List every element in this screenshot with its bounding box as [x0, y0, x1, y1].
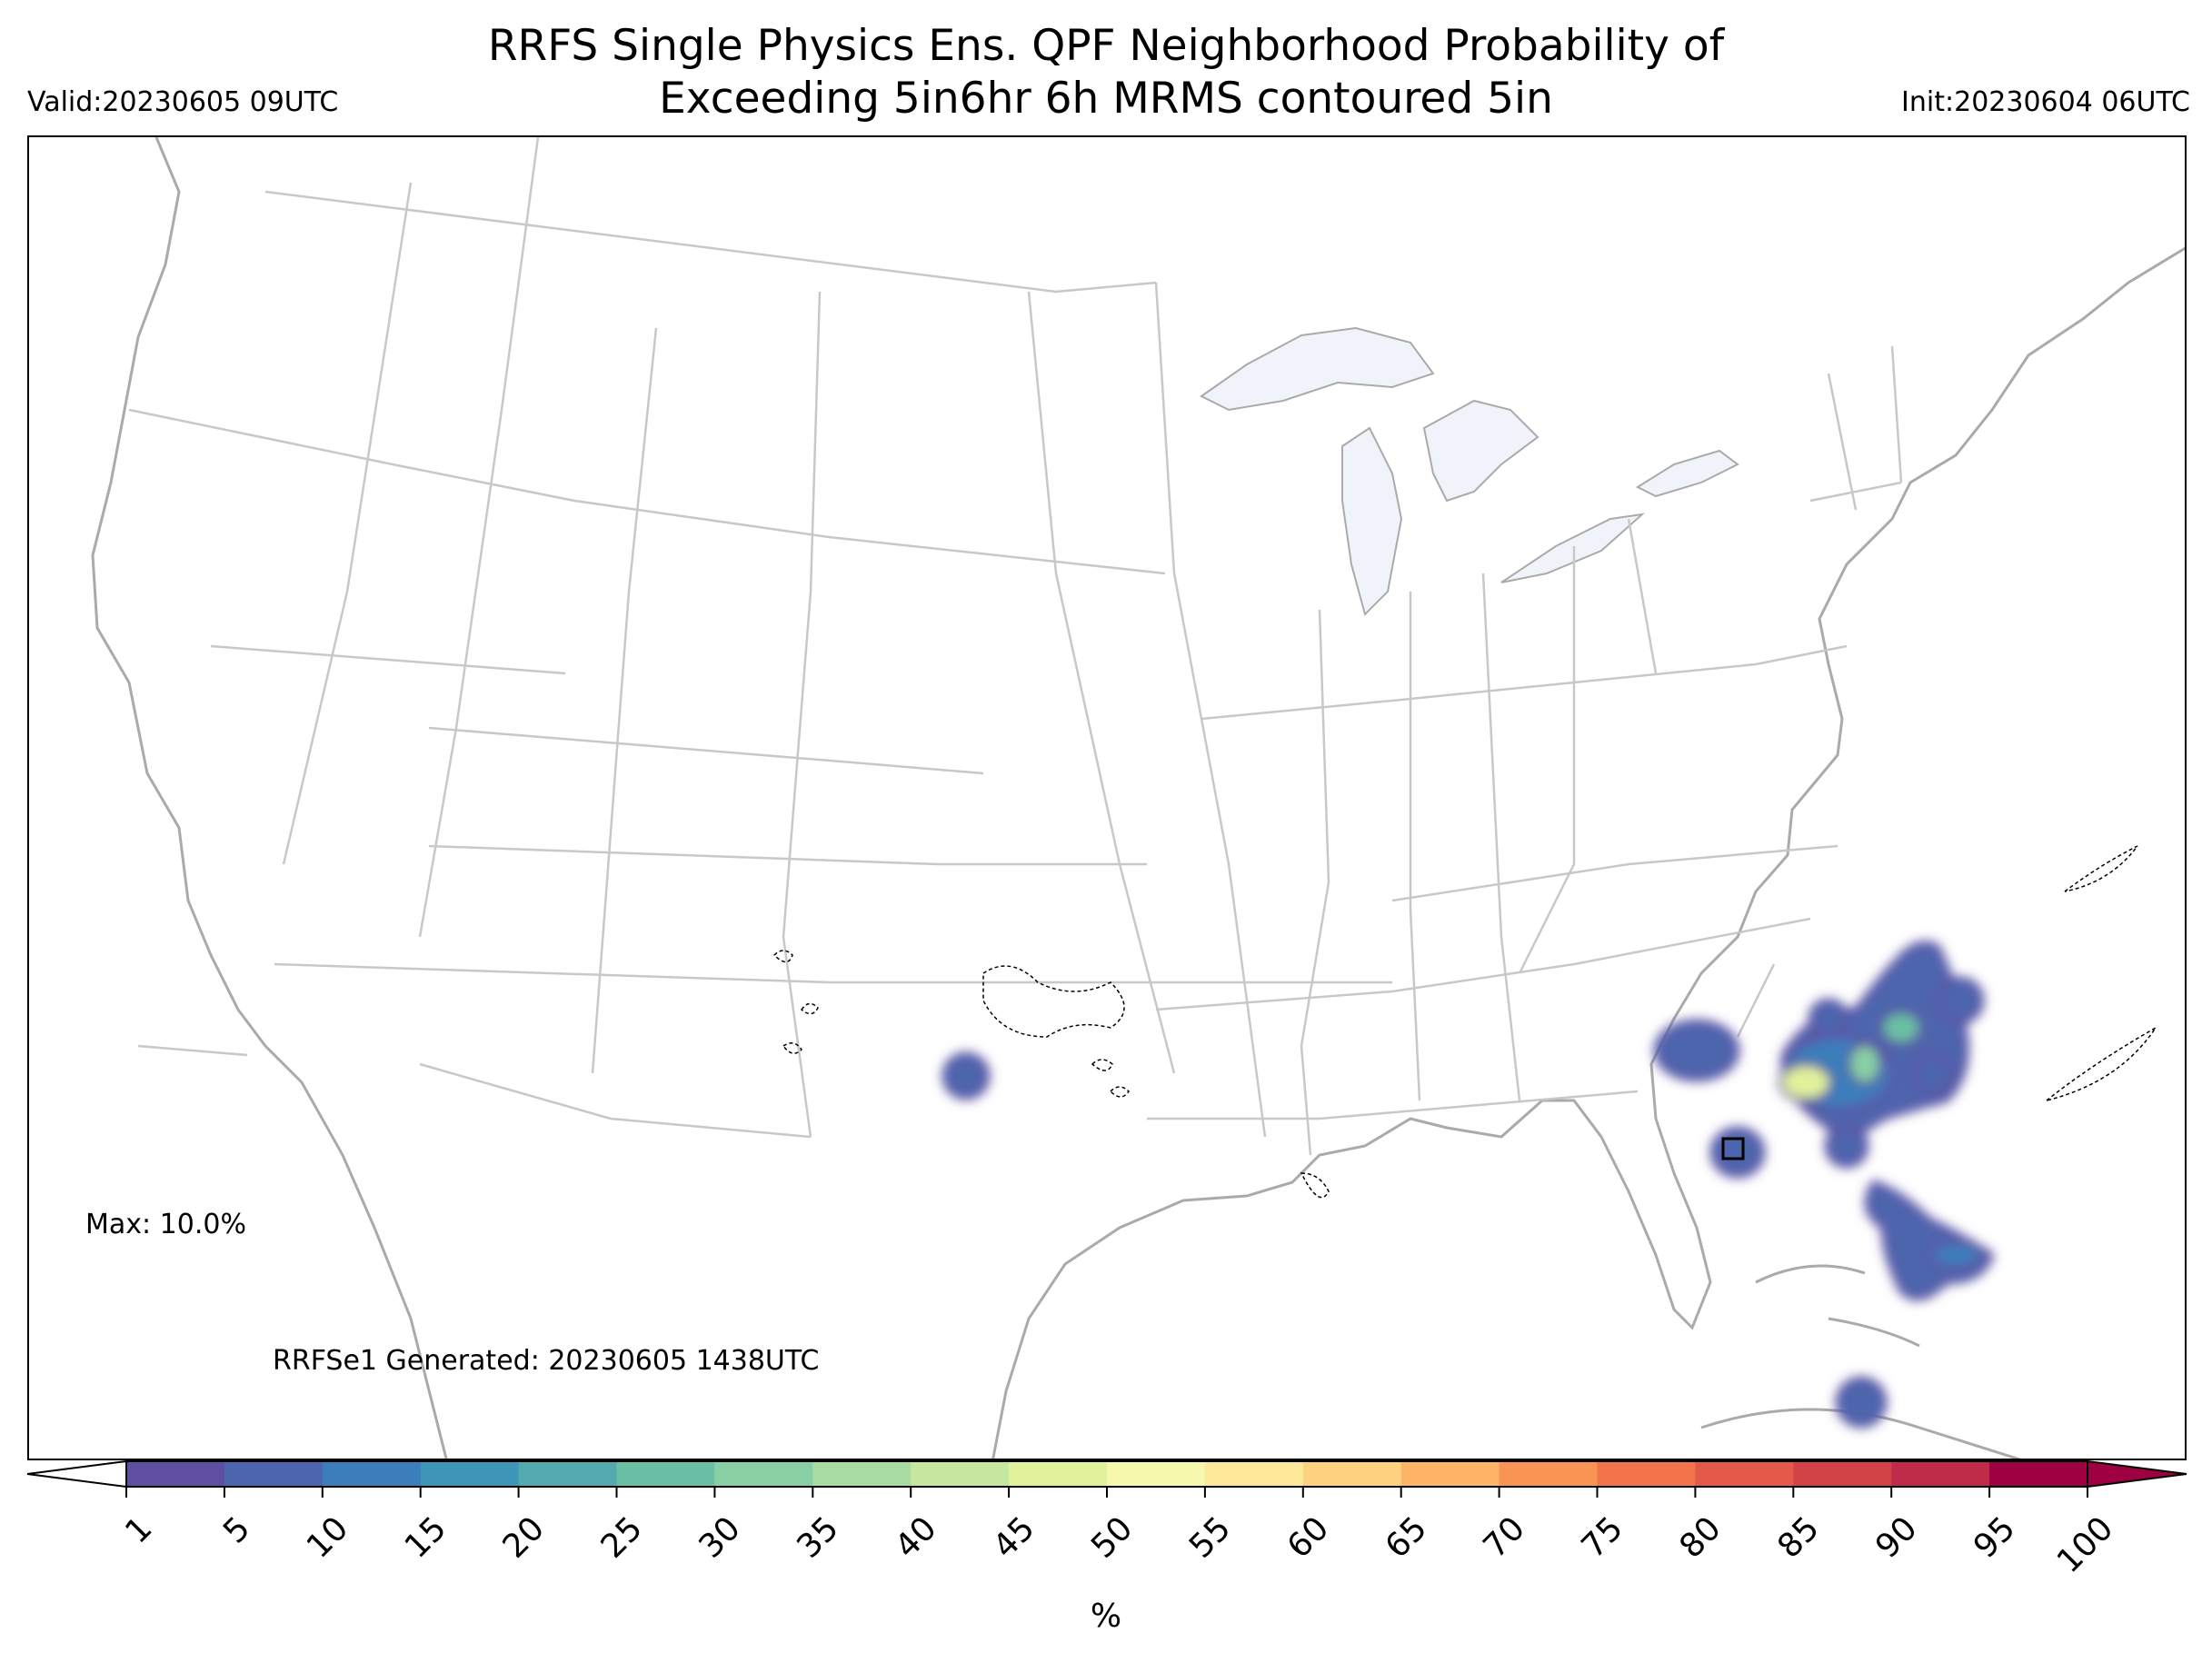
title-line-1: RRFS Single Physics Ens. QPF Neighborhoo… — [487, 21, 1725, 71]
colorbar-tick-label: 100 — [2050, 1509, 2121, 1580]
mrms-5in-contours — [772, 845, 2157, 1263]
colorbar-segment — [1597, 1461, 1696, 1487]
colorbar-segment — [616, 1461, 715, 1487]
prob-area-ga-coast — [1653, 1019, 1740, 1082]
colorbar-tick-label: 90 — [1868, 1509, 1924, 1565]
colorbar-segment — [812, 1461, 912, 1487]
prob-area-fl-coast — [1709, 1126, 1766, 1179]
max-label: Max: 10.0% — [85, 1209, 246, 1240]
colorbar-segment — [1400, 1461, 1500, 1487]
colorbar-unit: % — [1090, 1598, 1122, 1635]
map-title: RRFS Single Physics Ens. QPF Neighborhoo… — [0, 20, 2212, 125]
colorbar-segment — [518, 1461, 617, 1487]
colorbar-tick-label: 45 — [986, 1509, 1041, 1565]
colorbar-tick-label: 65 — [1379, 1509, 1434, 1565]
probability-areas — [942, 941, 1995, 1429]
highlight-box — [1721, 1137, 1745, 1160]
prob-area-texas — [942, 1051, 991, 1100]
colorbar-over-arrow — [2087, 1459, 2187, 1489]
lake-michigan — [1341, 426, 1403, 616]
prob-area-cuba — [1835, 1376, 1888, 1429]
colorbar-tick-label: 40 — [888, 1509, 943, 1565]
colorbar-segment — [126, 1461, 225, 1487]
colorbar-segment — [1695, 1461, 1794, 1487]
colorbar-segment — [420, 1461, 520, 1487]
colorbar-segment — [1204, 1461, 1304, 1487]
colorbar-tick-label: 95 — [1967, 1509, 2022, 1565]
colorbar-segment — [714, 1461, 813, 1487]
colorbar-tick-label: 70 — [1477, 1509, 1532, 1565]
great-lakes — [1200, 326, 1739, 616]
colorbar-under-arrow — [26, 1459, 127, 1489]
colorbar-tick-label: 30 — [692, 1509, 747, 1565]
colorbar-tick-label: 85 — [1770, 1509, 1826, 1565]
colorbar-tick-label: 80 — [1672, 1509, 1728, 1565]
colorbar-segment — [911, 1461, 1010, 1487]
lake-erie — [1500, 513, 1646, 583]
colorbar-tick-label: 1 — [118, 1509, 159, 1550]
colorbar-tick-label: 10 — [300, 1509, 355, 1565]
conus-map — [91, 137, 2185, 1459]
valid-time: Valid:20230605 09UTC — [27, 86, 339, 118]
colorbar-tick-label: 35 — [790, 1509, 845, 1565]
colorbar-segment — [1891, 1461, 1990, 1487]
colorbar-segment — [1989, 1461, 2088, 1487]
title-line-2: Exceeding 5in6hr 6h MRMS contoured 5in — [659, 74, 1553, 124]
colorbar-segment — [1499, 1461, 1598, 1487]
colorbar-tick-label: 20 — [496, 1509, 552, 1565]
lake-huron — [1422, 399, 1539, 503]
colorbar-tick-label: 60 — [1280, 1509, 1336, 1565]
state-borders — [128, 137, 1903, 1156]
colorbar-tick-label: 25 — [594, 1509, 650, 1565]
map-panel — [27, 135, 2187, 1460]
generated-label: RRFSe1 Generated: 20230605 1438UTC — [273, 1345, 820, 1377]
colorbar-segment — [1302, 1461, 1402, 1487]
colorbar-segment — [1009, 1461, 1108, 1487]
colorbar-tick-label: 55 — [1182, 1509, 1238, 1565]
lake-superior — [1200, 326, 1435, 412]
colorbar-tick-label: 75 — [1575, 1509, 1630, 1565]
colorbar-segment — [1107, 1461, 1206, 1487]
colorbar-segment — [322, 1461, 422, 1487]
init-time: Init:20230604 06UTC — [1901, 86, 2190, 118]
colorbar-segment — [224, 1461, 324, 1487]
colorbar-tick-label: 50 — [1084, 1509, 1140, 1565]
lake-ontario — [1635, 449, 1739, 498]
colorbar-segment — [1793, 1461, 1892, 1487]
colorbar-tick-label: 15 — [398, 1509, 453, 1565]
colorbar-tick-label: 5 — [216, 1509, 257, 1550]
